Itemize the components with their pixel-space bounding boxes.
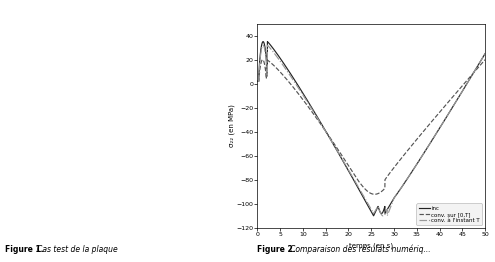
Text: Figure 2.: Figure 2.: [257, 244, 296, 254]
inc: [370, 214, 376, 217]
inc: [260, 40, 266, 43]
conv. à l'instant T: [380, 214, 386, 217]
conv. sur [0,T]: [266, 60, 272, 63]
conv. à l'instant T: [266, 45, 272, 48]
conv. à l'instant T: [365, 203, 371, 206]
conv. à l'instant T: [254, 80, 260, 83]
conv. sur [0,T]: [482, 58, 488, 61]
Text: Figure 1.: Figure 1.: [5, 244, 44, 254]
Legend: inc, conv. sur [0,T], conv. à l'instant T: inc, conv. sur [0,T], conv. à l'instant …: [416, 204, 482, 225]
conv. à l'instant T: [260, 44, 266, 47]
conv. à l'instant T: [476, 63, 482, 66]
conv. à l'instant T: [476, 63, 482, 66]
inc: [254, 80, 260, 83]
conv. sur [0,T]: [434, 114, 440, 117]
conv. sur [0,T]: [476, 66, 482, 69]
Line: inc: inc: [257, 42, 485, 216]
conv. à l'instant T: [359, 192, 365, 195]
conv. à l'instant T: [482, 52, 488, 55]
inc: [365, 205, 371, 208]
inc: [434, 131, 440, 134]
conv. sur [0,T]: [372, 193, 378, 196]
Text: Comparaison des résulats numériq...: Comparaison des résulats numériq...: [290, 244, 430, 254]
conv. sur [0,T]: [359, 184, 365, 187]
Line: conv. sur [0,T]: conv. sur [0,T]: [257, 60, 485, 194]
inc: [476, 63, 482, 66]
inc: [266, 42, 272, 45]
inc: [359, 194, 365, 197]
conv. sur [0,T]: [365, 190, 371, 193]
conv. à l'instant T: [434, 131, 440, 134]
Line: conv. à l'instant T: conv. à l'instant T: [257, 45, 485, 216]
conv. sur [0,T]: [254, 80, 260, 83]
Text: Cas test de la plaque: Cas test de la plaque: [37, 244, 118, 254]
inc: [476, 63, 482, 66]
Y-axis label: σ₂₂ (en MPa): σ₂₂ (en MPa): [228, 104, 235, 147]
conv. sur [0,T]: [476, 66, 482, 69]
X-axis label: temps (en s): temps (en s): [349, 243, 394, 249]
inc: [482, 52, 488, 55]
